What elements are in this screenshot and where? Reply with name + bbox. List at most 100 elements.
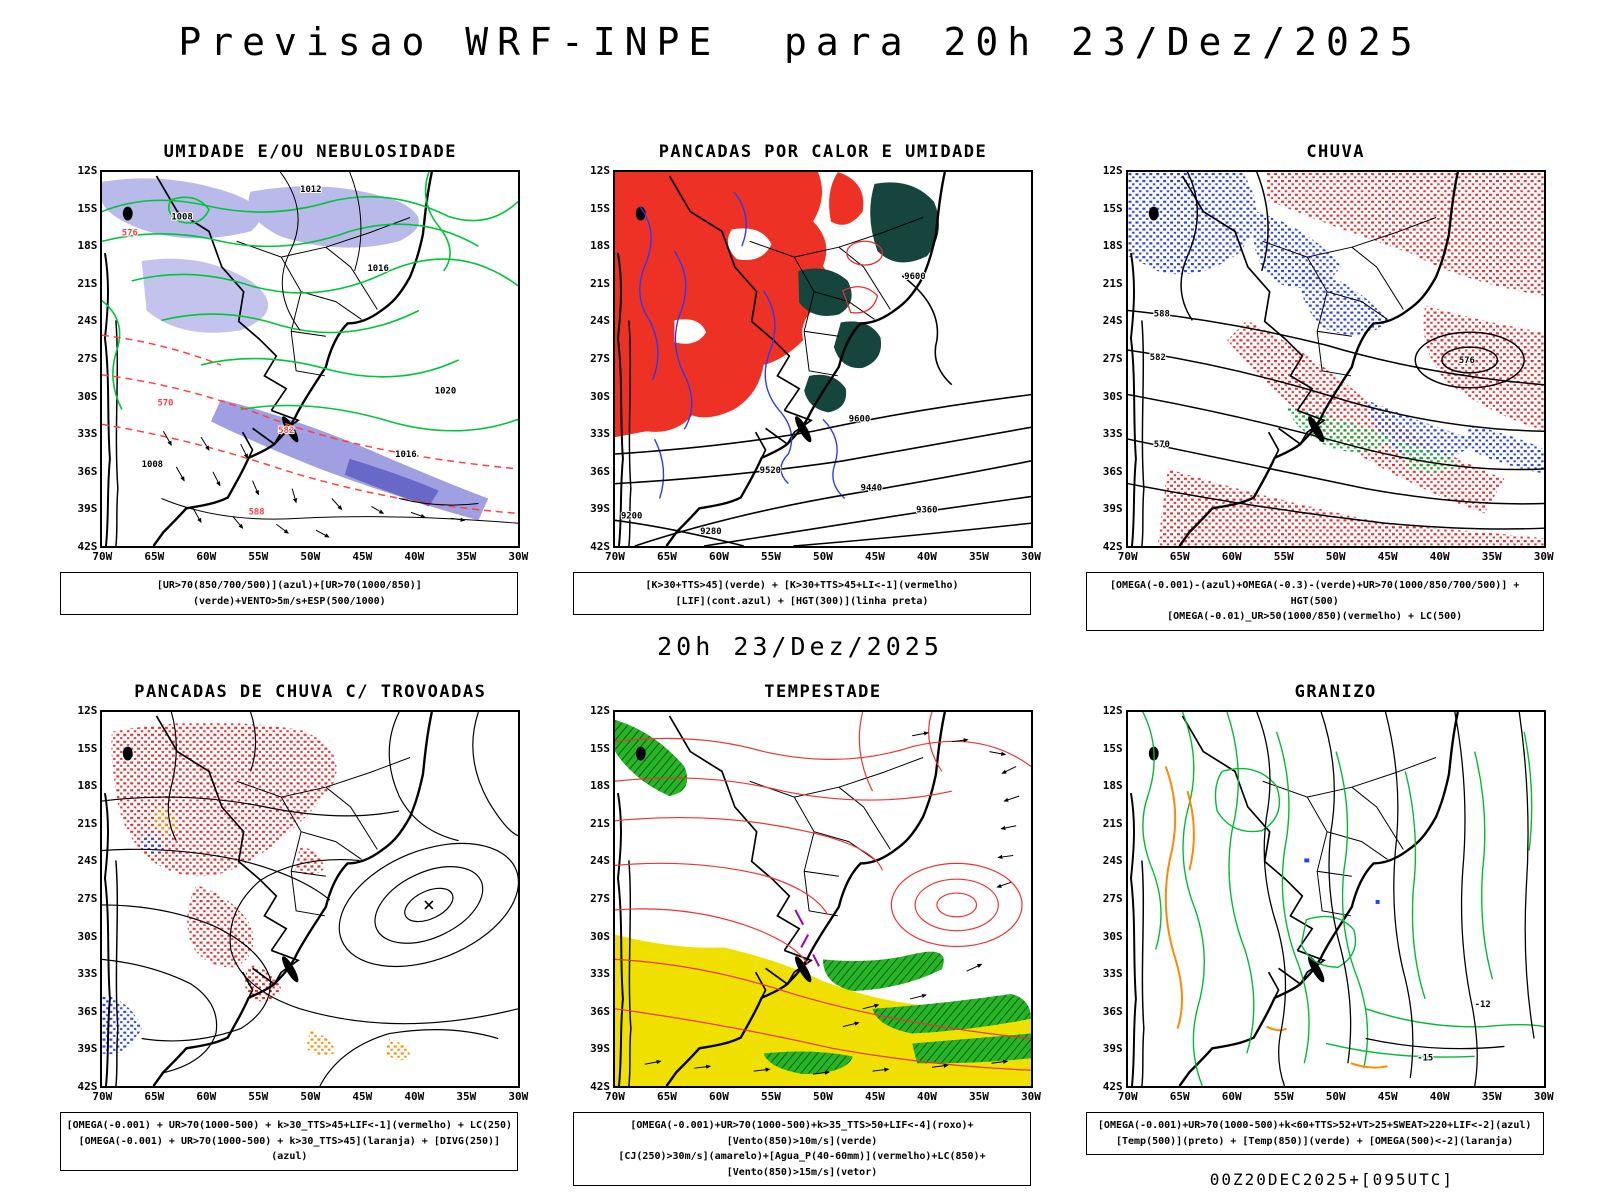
lat-axis: 12S 15S 18S 21S 24S 27S 30S 33S 36S 39S 42S bbox=[1103, 704, 1123, 1094]
axis-tick-label: 12S bbox=[77, 164, 98, 177]
axis-tick-label: 42S bbox=[1102, 1079, 1123, 1093]
caption-line: [OMEGA(-0.001)+UR>70(1000-500)+k>35_TTS>… bbox=[630, 1120, 974, 1147]
convective-cells-dark bbox=[798, 182, 939, 413]
axis-tick-label: 24S bbox=[590, 314, 610, 328]
axis-tick-label: 70W bbox=[605, 1090, 625, 1103]
axis-tick-label: 24S bbox=[77, 854, 98, 868]
axis-tick-label: 50W bbox=[1325, 550, 1346, 563]
panel-trovoadas: PANCADAS DE CHUVA C/ TROVOADAS 12S 15S 18S… bbox=[58, 682, 528, 1186]
svg-text:-12: -12 bbox=[1474, 1000, 1490, 1010]
axis-tick-label: 18S bbox=[590, 239, 610, 253]
axis-tick-label: 33S bbox=[590, 967, 610, 981]
caption-line: [OMEGA(-0.001)-(azul)+OMEGA(-0.3)-(verde… bbox=[1109, 580, 1520, 607]
svg-text:1008: 1008 bbox=[142, 460, 163, 470]
purple-marks bbox=[794, 909, 820, 967]
instability-red-area bbox=[614, 172, 864, 438]
svg-text:588: 588 bbox=[1153, 309, 1169, 319]
axis-tick-label: 18S bbox=[77, 239, 98, 253]
svg-text:9520: 9520 bbox=[760, 466, 781, 476]
svg-text:582: 582 bbox=[279, 426, 295, 436]
svg-text:1020: 1020 bbox=[435, 387, 456, 397]
svg-text:1016: 1016 bbox=[396, 450, 417, 460]
axis-tick-label: 50W bbox=[813, 550, 833, 563]
axis-tick-label: 70W bbox=[92, 550, 113, 563]
axis-tick-label: 39S bbox=[1102, 502, 1123, 516]
axis-tick-label: 12S bbox=[590, 164, 610, 177]
axis-tick-label: 45W bbox=[865, 550, 885, 563]
contour-labels: 9600 9600 9520 9440 9360 9280 9200 bbox=[620, 271, 939, 538]
axis-tick-label: 65W bbox=[1169, 550, 1190, 563]
axis-tick-label: 65W bbox=[144, 550, 165, 563]
cloud-shading-areas bbox=[102, 178, 489, 521]
axis-tick-label: 65W bbox=[657, 1090, 677, 1103]
axis-tick-label: 33S bbox=[77, 967, 98, 981]
lon-axis: 70W 65W 60W 55W 50W 45W 40W 35W 30W bbox=[599, 550, 1047, 563]
map-granizo: 12S 15S 18S 21S 24S 27S 30S 33S 36S 39S 42S 70W 65W… bbox=[1103, 704, 1554, 1103]
axis-tick-label: 21S bbox=[590, 816, 610, 830]
axis-tick-label: 18S bbox=[1102, 239, 1123, 253]
axis-tick-label: 15S bbox=[590, 201, 610, 215]
svg-text:9360: 9360 bbox=[916, 505, 937, 515]
caption-umidade: [UR>70(850/700/500)](azul)+[UR>70(1000/8… bbox=[60, 572, 519, 615]
axis-tick-label: 35W bbox=[969, 1090, 989, 1103]
storm-blue-speckle bbox=[102, 830, 164, 1055]
panel-chuva: CHUVA 12S 15S 18S 21S 24S 27S 30S 33S 36S 39S 42S … bbox=[1084, 142, 1554, 631]
svg-text:1012: 1012 bbox=[300, 185, 321, 195]
hgt500-contours bbox=[1127, 172, 1544, 530]
map-umidade: 12S 15S 18S 21S 24S 27S 30S 33S 36S 39S 42S 70W 65W… bbox=[77, 164, 528, 563]
axis-tick-label: 40W bbox=[1429, 1090, 1450, 1103]
clear-gaps bbox=[674, 228, 772, 344]
wind-arrows bbox=[163, 430, 466, 538]
mid-date-label: 20h 23/Dez/2025 bbox=[657, 632, 943, 661]
svg-text:570: 570 bbox=[1153, 440, 1169, 450]
axis-tick-label: 42S bbox=[77, 1079, 98, 1093]
axis-tick-label: 40W bbox=[917, 1090, 937, 1103]
panel-title-tempestade: TEMPESTADE bbox=[764, 682, 882, 702]
axis-tick-label: 36S bbox=[590, 464, 610, 478]
temp850-green-contours bbox=[1141, 712, 1544, 1086]
axis-tick-label: 65W bbox=[144, 1090, 165, 1103]
omega-orange-contours bbox=[1164, 766, 1388, 1069]
svg-text:1008: 1008 bbox=[172, 212, 193, 222]
axis-tick-label: 30S bbox=[77, 389, 98, 403]
axis-tick-label: 27S bbox=[1102, 891, 1123, 905]
axis-tick-label: 45W bbox=[352, 550, 373, 563]
red-dashed-contours bbox=[102, 334, 519, 515]
axis-tick-label: 70W bbox=[1117, 1090, 1138, 1103]
axis-tick-label: 55W bbox=[1273, 1090, 1294, 1103]
forecast-grid-row1: UMIDADE E/OU NEBULOSIDADE 12S 15S 18S 21S 24… bbox=[46, 142, 1558, 631]
axis-tick-label: 21S bbox=[77, 276, 98, 290]
axis-tick-label: 70W bbox=[605, 550, 625, 563]
axis-tick-label: 30W bbox=[1533, 1090, 1554, 1103]
page-title: Previsao WRF-INPE para 20h 23/Dez/2025 bbox=[178, 20, 1422, 64]
caption-line: [UR>70(850/700/500)](azul)+[UR>70(1000/8… bbox=[156, 580, 422, 607]
svg-text:588: 588 bbox=[249, 507, 265, 517]
axis-tick-label: 30W bbox=[1021, 1090, 1041, 1103]
axis-tick-label: 39S bbox=[77, 1042, 98, 1056]
axis-tick-label: 42S bbox=[1102, 539, 1123, 553]
axis-tick-label: 15S bbox=[1102, 741, 1123, 755]
map-pancadas-calor: 12S 15S 18S 21S 24S 27S 30S 33S 36S 39S 42S 70W 65W… bbox=[590, 164, 1041, 563]
panel-umidade: UMIDADE E/OU NEBULOSIDADE 12S 15S 18S 21S 24… bbox=[58, 142, 528, 631]
caption-pancadas-calor: [K>30+TTS>45](verde) + [K>30+TTS>45+LI<-… bbox=[572, 572, 1031, 615]
axis-tick-label: 30W bbox=[508, 550, 529, 563]
axis-tick-label: 39S bbox=[1102, 1042, 1123, 1056]
axis-tick-label: 21S bbox=[1102, 816, 1123, 830]
map-chuva: 12S 15S 18S 21S 24S 27S 30S 33S 36S 39S 42S 70W 65W… bbox=[1103, 164, 1554, 563]
axis-tick-label: 27S bbox=[590, 891, 610, 905]
axis-tick-label: 12S bbox=[1102, 164, 1123, 177]
red-temp-contours bbox=[614, 712, 1031, 1071]
axis-tick-label: 24S bbox=[1102, 854, 1123, 868]
axis-tick-label: 40W bbox=[404, 550, 425, 563]
axis-tick-label: 45W bbox=[1377, 1090, 1398, 1103]
axis-tick-label: 36S bbox=[77, 464, 98, 478]
axis-tick-label: 12S bbox=[590, 704, 610, 717]
contour-labels: -12 -15 bbox=[1416, 999, 1491, 1064]
lon-axis: 70W 65W 60W 55W 50W 45W 40W 35W 30W bbox=[86, 550, 534, 563]
axis-tick-label: 18S bbox=[590, 779, 610, 793]
axis-tick-label: 21S bbox=[590, 276, 610, 290]
axis-tick-label: 18S bbox=[1102, 779, 1123, 793]
axis-tick-label: 50W bbox=[300, 550, 321, 563]
axis-tick-label: 42S bbox=[590, 539, 610, 553]
axis-tick-label: 60W bbox=[709, 1090, 729, 1103]
